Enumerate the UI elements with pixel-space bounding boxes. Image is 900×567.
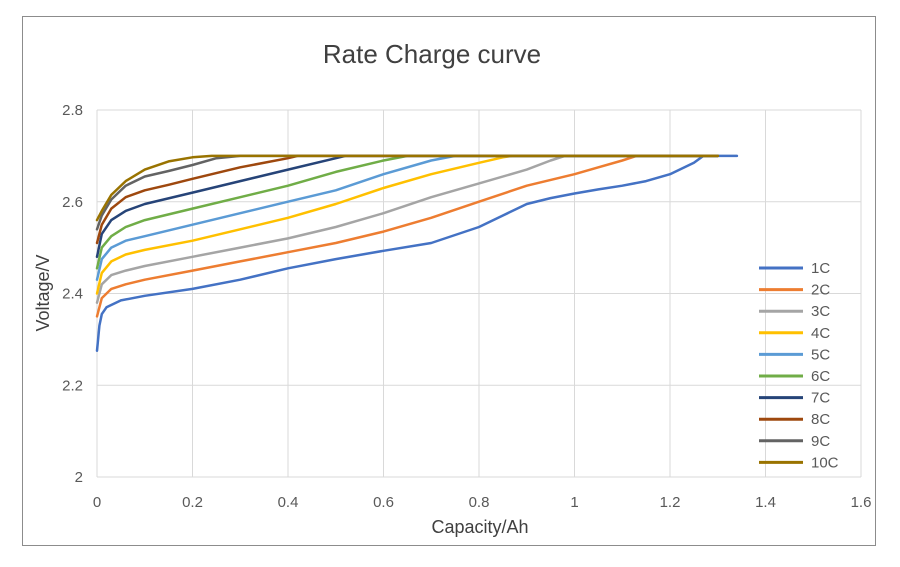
legend-label-10C: 10C	[811, 454, 839, 471]
y-tick-label: 2.6	[62, 194, 83, 211]
legend-label-6C: 6C	[811, 368, 830, 385]
legend-label-3C: 3C	[811, 303, 830, 320]
legend-label-8C: 8C	[811, 411, 830, 428]
series-line-8C	[95, 154, 720, 245]
series-line-3C	[95, 154, 720, 304]
legend-label-4C: 4C	[811, 325, 830, 342]
legend-label-5C: 5C	[811, 346, 830, 363]
series-line-7C	[95, 154, 720, 259]
x-tick-label: 1.2	[660, 494, 681, 511]
x-tick-label: 0	[93, 494, 101, 511]
series-line-2C	[95, 154, 720, 318]
x-tick-label: 1	[570, 494, 578, 511]
grid-layer	[96, 109, 862, 478]
series-layer	[95, 154, 739, 353]
series-line-1C	[95, 154, 739, 353]
x-axis-title: Capacity/Ah	[431, 517, 528, 537]
chart-frame: Rate Charge curve 0 0.2 0.4 0.6 0.8 1 1.2 1.4 1.…	[22, 16, 876, 546]
chart-canvas: Rate Charge curve 0 0.2 0.4 0.6 0.8 1 1.2 1.4 1.…	[33, 39, 872, 537]
legend: 1C 2C 3C 4C 5C 6C 7C 8C 9C 10C	[759, 260, 839, 471]
legend-label-7C: 7C	[811, 390, 830, 407]
legend-label-1C: 1C	[811, 260, 830, 277]
y-axis-title: Voltage/V	[33, 254, 53, 331]
x-tick-label: 0.4	[278, 494, 299, 511]
x-tick-label: 0.6	[373, 494, 394, 511]
legend-label-2C: 2C	[811, 282, 830, 299]
series-line-10C	[95, 154, 720, 222]
y-tick-label: 2.8	[62, 102, 83, 119]
y-tick-label: 2	[75, 469, 83, 486]
x-tick-label: 0.2	[182, 494, 203, 511]
series-line-5C	[95, 154, 720, 281]
x-tick-label: 0.8	[469, 494, 490, 511]
series-line-4C	[95, 154, 720, 295]
y-tick-label: 2.4	[62, 286, 83, 303]
x-axis-ticks: 0 0.2 0.4 0.6 0.8 1 1.2 1.4 1.6	[93, 494, 872, 511]
legend-label-9C: 9C	[811, 433, 830, 450]
series-line-6C	[95, 154, 720, 270]
x-tick-label: 1.4	[755, 494, 776, 511]
chart-title: Rate Charge curve	[323, 39, 541, 69]
x-tick-label: 1.6	[851, 494, 872, 511]
y-tick-label: 2.2	[62, 377, 83, 394]
y-axis-ticks: 2 2.2 2.4 2.6 2.8	[62, 102, 83, 486]
